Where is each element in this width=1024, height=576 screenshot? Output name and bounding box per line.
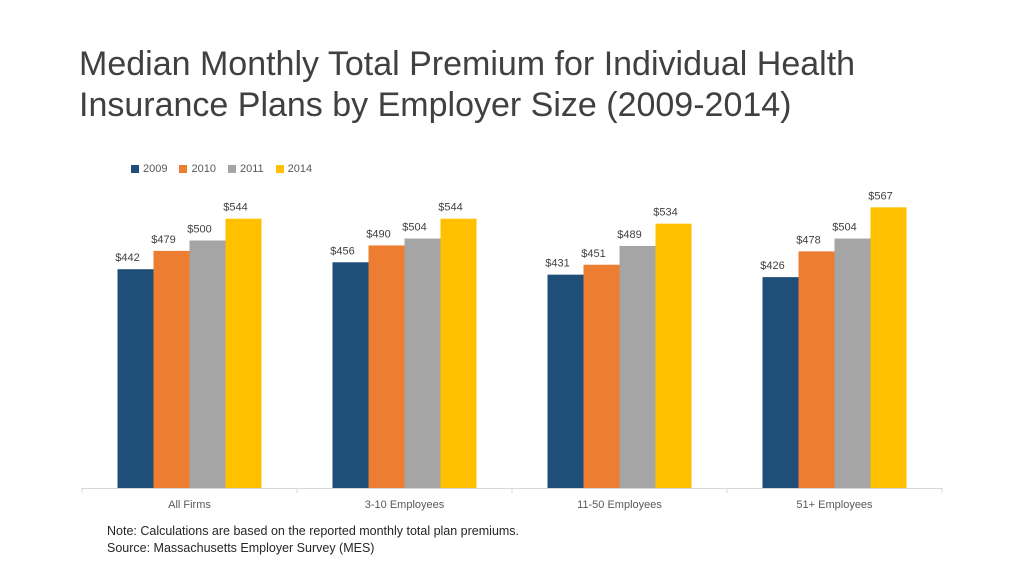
legend-label-2011: 2011 (239, 163, 264, 175)
x-tick-label-2: 11-50 Employees (577, 499, 662, 511)
legend-label-2009: 2009 (143, 163, 168, 175)
data-label-2009-0: $442 (115, 252, 139, 264)
bar-2010-0 (153, 250, 190, 488)
legend-label-2010: 2010 (191, 163, 216, 175)
bar-2009-2 (547, 274, 584, 488)
x-tick-label-1: 3-10 Employees (365, 499, 445, 511)
legend-swatch-2009 (131, 165, 139, 173)
legend-item-2014: 2014 (275, 163, 313, 175)
source-text: Source: Massachusetts Employer Survey (M… (107, 541, 375, 555)
legend-item-2010: 2010 (179, 163, 216, 175)
data-label-2014-3: $567 (868, 190, 892, 202)
x-tick-label-3: 51+ Employees (796, 499, 873, 511)
data-label-2010-3: $478 (796, 234, 820, 246)
legend-item-2011: 2011 (227, 163, 264, 175)
legend-swatch-2010 (179, 165, 188, 173)
bar-2014-2 (655, 223, 692, 489)
data-label-2014-0: $544 (223, 202, 247, 214)
legend-swatch-2014 (275, 165, 284, 173)
bar-2014-0 (225, 218, 262, 488)
data-label-2014-2: $534 (653, 207, 677, 219)
chart-title-line-2: Insurance Plans by Employer Size (2009-2… (79, 86, 792, 124)
note-text: Note: Calculations are based on the repo… (107, 524, 520, 538)
data-label-2011-2: $489 (617, 229, 641, 241)
chart-legend: 2009 2010 2011 2014 (131, 163, 312, 175)
bar-2009-3 (762, 277, 799, 488)
bar-2011-2 (619, 245, 656, 488)
bar-2011-0 (189, 240, 226, 488)
data-label-2014-1: $544 (438, 202, 462, 214)
data-label-2010-0: $479 (151, 234, 175, 246)
bar-2009-1 (332, 262, 369, 488)
bar-2010-2 (583, 264, 620, 488)
x-tick-label-0: All Firms (168, 499, 211, 511)
legend-label-2014: 2014 (287, 163, 313, 175)
data-label-2010-1: $490 (366, 228, 390, 240)
data-label-2011-0: $500 (187, 224, 211, 236)
bar-2010-3 (798, 251, 835, 488)
data-label-2009-2: $431 (545, 258, 569, 270)
bar-2010-1 (368, 245, 405, 488)
legend-swatch-2011 (227, 165, 236, 173)
chart-title: Median Monthly Total Premium for Individ… (79, 44, 979, 126)
chart-title-line-1: Median Monthly Total Premium for Individ… (79, 45, 856, 83)
data-label-2011-3: $504 (832, 222, 856, 234)
chart-notes: Note: Calculations are based on the repo… (107, 523, 519, 557)
legend-item-2009: 2009 (131, 163, 167, 175)
data-label-2010-2: $451 (581, 248, 605, 260)
data-label-2011-1: $504 (402, 222, 426, 234)
bar-2009-0 (117, 269, 154, 488)
bar-2014-1 (440, 218, 477, 488)
bar-2011-3 (834, 238, 871, 488)
data-label-2009-1: $456 (330, 245, 354, 257)
bar-2011-1 (404, 238, 441, 488)
bar-2014-3 (870, 207, 907, 488)
data-label-2009-3: $426 (760, 260, 784, 272)
